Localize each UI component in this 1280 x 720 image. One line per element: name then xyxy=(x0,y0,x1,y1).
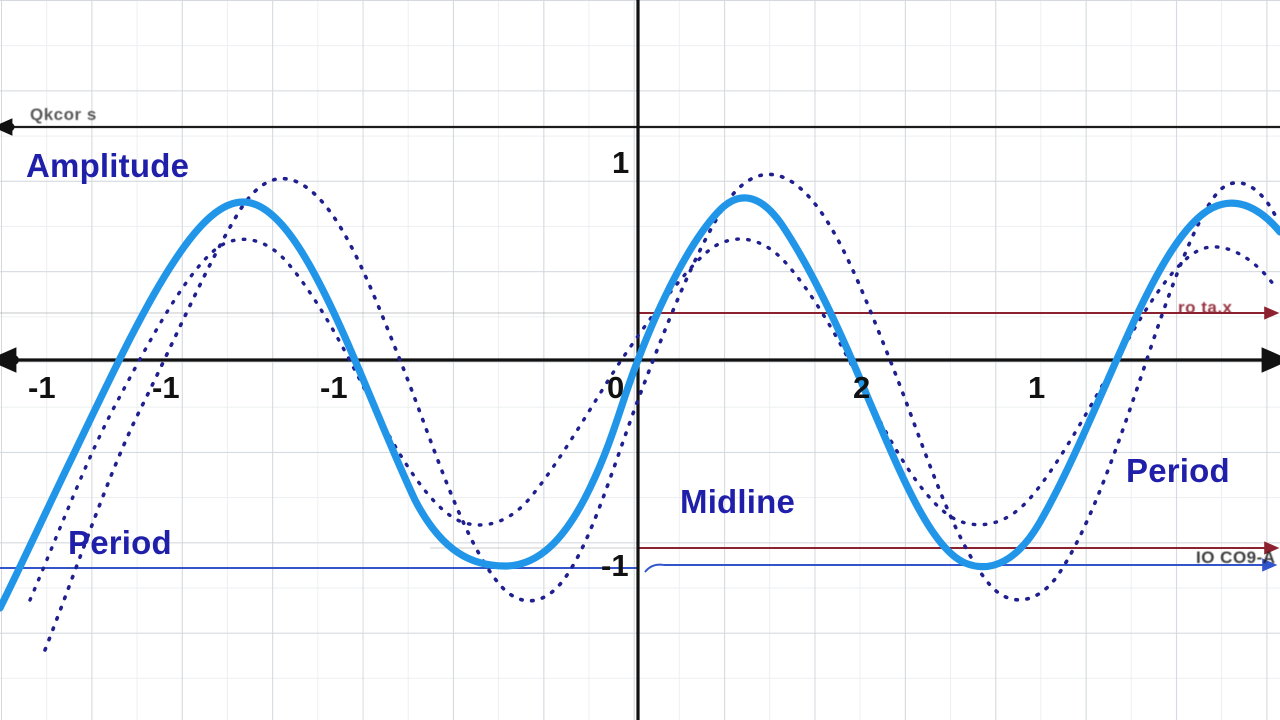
x-tick-label-4: 0 xyxy=(607,370,625,405)
x-tick-label-2: -1 xyxy=(152,370,180,405)
y-tick-label-1: 1 xyxy=(612,145,630,180)
solid-sine-curve xyxy=(0,194,1280,612)
x-tick-label-6: 1 xyxy=(1028,370,1046,405)
annotation-period-left: Period xyxy=(68,524,172,561)
dotted-sine-small-curve xyxy=(28,237,1278,602)
annotation-period-right: Period xyxy=(1126,452,1230,489)
top-rule xyxy=(0,118,1280,136)
x-tick-label-1: -1 xyxy=(28,370,56,405)
x-tick-label-3: -1 xyxy=(320,370,348,405)
faint-label-right-midline: ro ta.x xyxy=(1178,298,1233,317)
x-tick-label-5: 2 xyxy=(853,370,871,405)
faint-label-bottom-right: IO CO9-A xyxy=(1196,548,1276,567)
faint-label-top-left: Qkcor s xyxy=(30,105,97,124)
y-tick-label-2: -1 xyxy=(601,548,629,583)
baseline-blue-right xyxy=(644,558,1278,573)
annotation-amplitude: Amplitude xyxy=(26,147,190,184)
annotation-midline: Midline xyxy=(680,483,796,520)
